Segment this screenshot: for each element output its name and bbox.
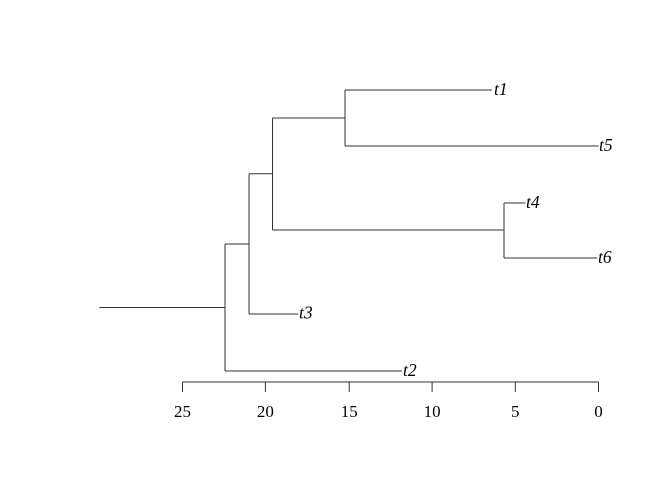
- svg-text:5: 5: [511, 402, 520, 421]
- svg-text:25: 25: [174, 402, 191, 421]
- svg-text:10: 10: [424, 402, 441, 421]
- svg-text:t5: t5: [599, 135, 613, 155]
- svg-text:0: 0: [594, 402, 603, 421]
- svg-text:t2: t2: [403, 360, 417, 380]
- svg-text:t4: t4: [526, 192, 540, 212]
- svg-text:15: 15: [341, 402, 358, 421]
- svg-text:t3: t3: [299, 303, 313, 323]
- svg-text:20: 20: [257, 402, 274, 421]
- svg-text:t6: t6: [598, 247, 612, 267]
- svg-text:t1: t1: [494, 79, 508, 99]
